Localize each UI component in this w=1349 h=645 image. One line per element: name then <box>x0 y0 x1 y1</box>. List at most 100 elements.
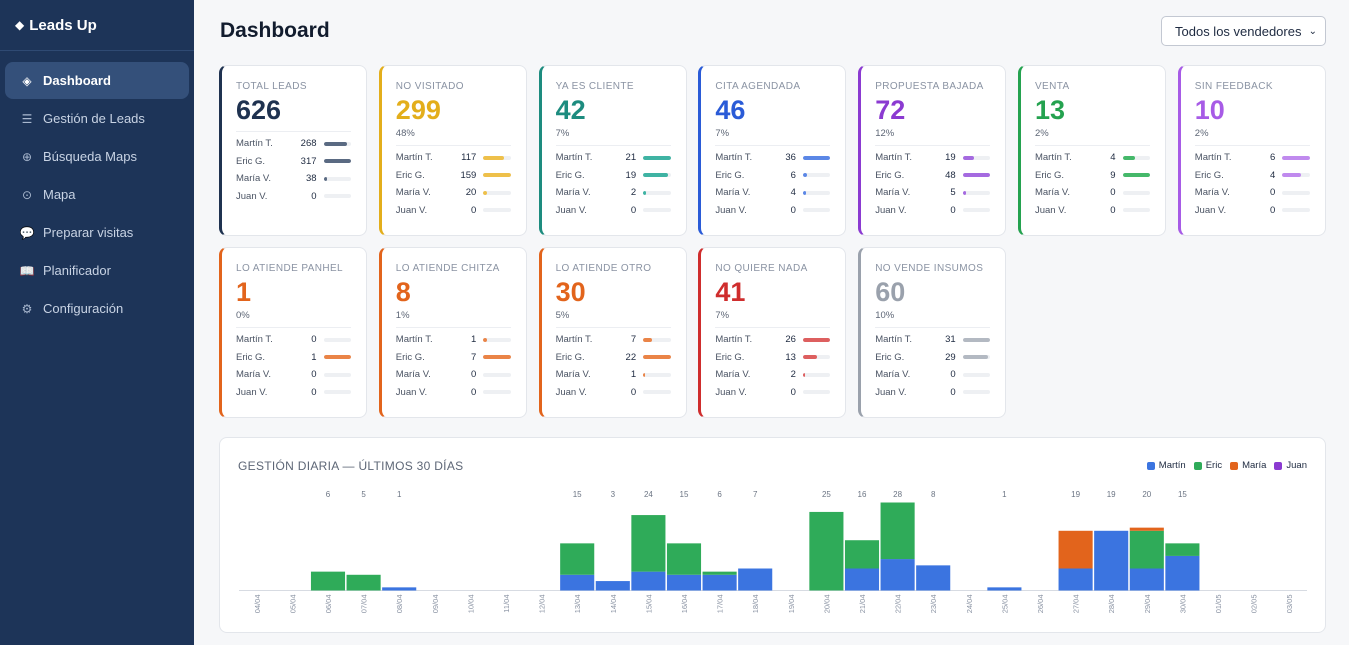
card-label: VENTA <box>1034 81 1070 92</box>
status-card[interactable]: NO VISITADO 299 48% Martín T. 117 Eric G. 159 M… <box>378 65 527 236</box>
card-label: NO VENDE INSUMOS <box>875 263 984 274</box>
bar-segment <box>382 587 417 591</box>
seller-row: Eric G. 159 <box>396 167 511 185</box>
seller-bar <box>1282 190 1310 195</box>
legend-swatch <box>1230 461 1239 470</box>
seller-row: Martín T. 0 <box>236 331 351 349</box>
seller-name: Eric G. <box>1034 169 1065 181</box>
card-percentage: 1% <box>395 310 410 321</box>
sidebar-item-dashboard[interactable]: ◈ Dashboard <box>5 62 189 99</box>
seller-bar-fill <box>802 190 806 195</box>
seller-count: 38 <box>305 173 317 185</box>
seller-row: María V. 1 <box>556 366 671 384</box>
status-card[interactable]: PROPUESTA BAJADA 72 12% Martín T. 19 Eric G. 4… <box>858 65 1007 236</box>
seller-row: Martín T. 7 <box>556 331 671 349</box>
sidebar-item-label: Búsqueda Maps <box>43 149 137 164</box>
sidebar-item-label: Preparar visitas <box>43 225 134 240</box>
seller-breakdown: Martín T. 6 Eric G. 4 María V. 0 Juan V. 0 <box>1194 145 1310 219</box>
seller-bar <box>1122 190 1150 195</box>
seller-bar <box>483 355 511 360</box>
seller-row: María V. 0 <box>396 366 511 384</box>
seller-row: María V. 5 <box>875 184 991 202</box>
seller-bar <box>802 372 831 377</box>
seller-count: 0 <box>950 369 956 381</box>
sidebar: ◆ Leads Up ◈ Dashboard ☰ Gestión de Leads ⊕ B… <box>0 0 194 645</box>
app-logo[interactable]: ◆ Leads Up <box>0 0 194 51</box>
status-card[interactable]: LO ATIENDE OTRO 30 5% Martín T. 7 Eric G. 22 Ma… <box>538 247 687 418</box>
seller-name: Juan V. <box>1194 204 1227 216</box>
seller-name: Juan V. <box>875 204 907 216</box>
card-value: 46 <box>715 95 746 125</box>
seller-row: Juan V. 0 <box>236 384 351 402</box>
status-card[interactable]: LO ATIENDE PANHEL 1 0% Martín T. 0 Eric G. 1 Ma… <box>219 247 367 418</box>
seller-count: 0 <box>1270 187 1276 199</box>
seller-breakdown: Martín T. 1 Eric G. 7 María V. 0 Juan V. 0 <box>395 327 511 401</box>
seller-name: Eric G. <box>555 351 585 363</box>
bar-total-label: 15 <box>573 490 582 499</box>
seller-count: 0 <box>790 204 796 216</box>
seller-bar <box>643 208 671 213</box>
status-card[interactable]: YA ES CLIENTE 42 7% Martín T. 21 Eric G. 19 Mar… <box>538 65 687 236</box>
seller-row: Martín T. 19 <box>875 149 991 167</box>
sidebar-item-mapa[interactable]: ⊙ Mapa <box>5 176 189 213</box>
seller-bar-fill <box>643 372 646 377</box>
bar-segment <box>844 540 880 569</box>
status-card[interactable]: NO VENDE INSUMOS 60 10% Martín T. 31 Eric G. 2… <box>858 247 1007 418</box>
seller-row: María V. 2 <box>715 366 831 384</box>
sidebar-item-planificador[interactable]: 📖 Planificador <box>5 252 189 289</box>
seller-name: Eric G. <box>395 169 425 181</box>
sidebar-item-configuracion[interactable]: ⚙ Configuración <box>5 290 189 327</box>
status-card[interactable]: VENTA 13 2% Martín T. 4 Eric G. 9 María V. 0 Juan… <box>1017 65 1166 236</box>
sidebar-item-busqueda-maps[interactable]: ⊕ Búsqueda Maps <box>5 138 189 175</box>
status-card[interactable]: SIN FEEDBACK 10 2% Martín T. 6 Eric G. 4 María … <box>1177 65 1326 236</box>
seller-row: Eric G. 9 <box>1035 167 1150 185</box>
seller-bar-fill <box>483 155 504 160</box>
status-card[interactable]: LO ATIENDE CHITZA 8 1% Martín T. 1 Eric G. 7 Ma… <box>378 247 527 418</box>
seller-count: 0 <box>950 204 956 216</box>
seller-row: Juan V. 0 <box>715 202 831 220</box>
seller-count: 36 <box>785 152 796 164</box>
seller-bar-fill <box>962 173 991 178</box>
seller-bar <box>1122 208 1150 213</box>
seller-count: 20 <box>465 187 477 199</box>
seller-bar <box>483 190 511 195</box>
bar-segment <box>666 574 702 591</box>
x-tick-label: 13/04 <box>573 595 582 614</box>
status-card[interactable]: NO QUIERE NADA 41 7% Martín T. 26 Eric G. 13 Ma… <box>698 247 847 418</box>
seller-breakdown: Martín T. 36 Eric G. 6 María V. 4 Juan V. 0 <box>715 145 831 220</box>
legend-label: Eric <box>1205 460 1223 471</box>
seller-bar <box>1282 155 1310 160</box>
seller-bar-fill <box>962 355 989 360</box>
seller-bar-fill <box>1122 173 1150 178</box>
chart-legend: Martín Eric María Juan <box>1139 460 1307 471</box>
seller-bar <box>962 390 991 395</box>
x-tick-label: 05/04 <box>288 595 297 614</box>
book-icon: 📖 <box>19 263 35 278</box>
seller-bar <box>962 190 991 195</box>
x-tick-label: 11/04 <box>502 595 511 613</box>
bar-segment <box>631 571 666 591</box>
seller-name: María V. <box>715 369 751 381</box>
seller-bar-fill <box>643 355 671 360</box>
x-tick-label: 26/04 <box>1036 595 1045 614</box>
card-percentage: 5% <box>555 310 570 321</box>
legend-label: Martín <box>1158 460 1186 471</box>
legend-item: Martín <box>1146 460 1186 471</box>
sidebar-item-gestion-de-leads[interactable]: ☰ Gestión de Leads <box>5 100 189 137</box>
sidebar-item-preparar-visitas[interactable]: 💬 Preparar visitas <box>5 214 189 251</box>
sidebar-item-label: Configuración <box>43 301 124 316</box>
status-card[interactable]: TOTAL LEADS 626 Martín T. 268 Eric G. 317 Marí… <box>219 65 367 236</box>
seller-count: 1 <box>311 351 317 363</box>
card-percentage: 12% <box>875 128 895 139</box>
seller-name: María V. <box>1194 187 1230 199</box>
seller-name: Martín T. <box>555 334 593 346</box>
seller-count: 1 <box>471 334 477 346</box>
seller-name: María V. <box>1034 187 1071 199</box>
seller-bar-fill <box>323 355 351 360</box>
seller-count: 0 <box>630 386 637 398</box>
x-tick-label: 06/04 <box>324 595 333 614</box>
status-card[interactable]: CITA AGENDADA 46 7% Martín T. 36 Eric G. 6 Marí… <box>698 65 847 236</box>
seller-select[interactable]: Todos los vendedores ⌄ <box>1161 16 1326 46</box>
seller-bar-fill <box>483 337 488 342</box>
